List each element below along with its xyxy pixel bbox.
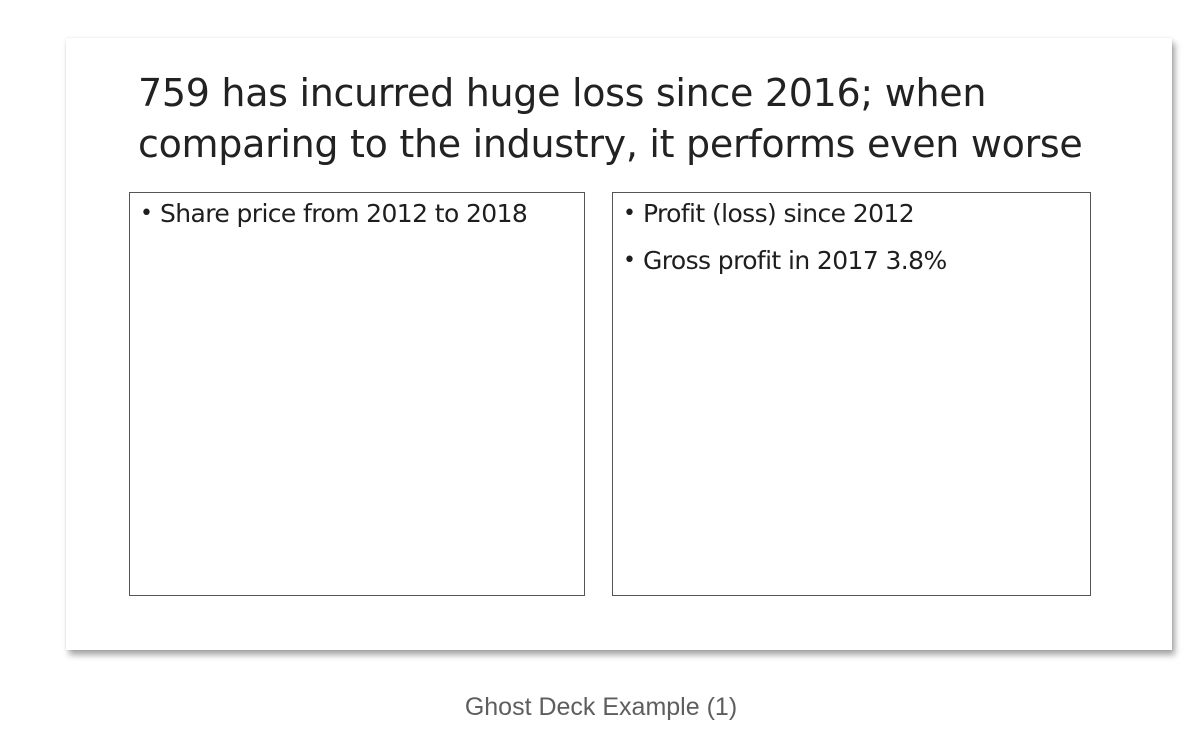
slide-title: 759 has incurred huge loss since 2016; w… (138, 71, 1083, 166)
bullet-gross-profit: Gross profit in 2017 3.8% (623, 244, 1082, 278)
right-bullet-list: Profit (loss) since 2012 Gross profit in… (623, 197, 1082, 278)
figure-caption: Ghost Deck Example (1) (464, 693, 738, 721)
slide: 759 has incurred huge loss since 2016; w… (66, 38, 1172, 650)
right-content-box: Profit (loss) since 2012 Gross profit in… (612, 192, 1091, 596)
bullet-share-price: Share price from 2012 to 2018 (140, 197, 576, 231)
left-content-box: Share price from 2012 to 2018 (129, 192, 585, 596)
left-bullet-list: Share price from 2012 to 2018 (140, 197, 576, 231)
bullet-profit-loss: Profit (loss) since 2012 (623, 197, 1082, 231)
